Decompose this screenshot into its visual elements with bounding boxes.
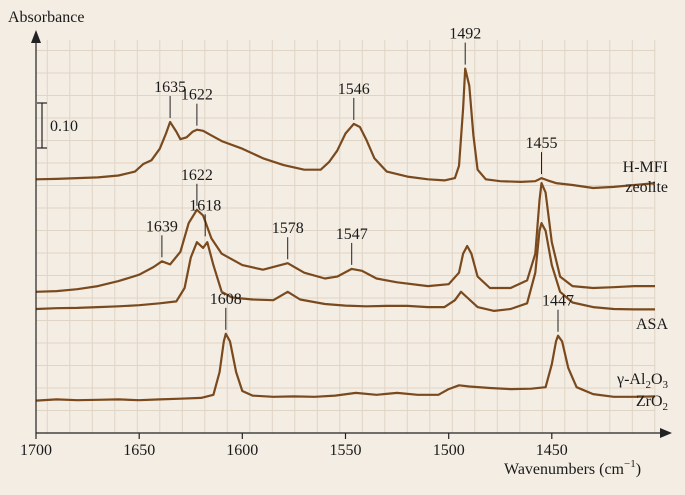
peak-label: 1635 bbox=[154, 79, 186, 96]
x-tick-label: 1550 bbox=[330, 442, 362, 459]
x-tick-label: 1500 bbox=[433, 442, 465, 459]
scale-bar: 0.10 bbox=[37, 102, 78, 149]
series-names: H-MFI zeolite ASA γ-Al2O3 ZrO2 bbox=[616, 159, 668, 413]
series-name-al2o3: γ-Al2O3 bbox=[616, 371, 668, 391]
series-line-2 bbox=[35, 222, 655, 312]
series-name-zro2: ZrO2 bbox=[636, 393, 668, 413]
series-line-3 bbox=[35, 332, 656, 402]
peak-label: 1578 bbox=[272, 220, 304, 237]
peak-label: 1492 bbox=[449, 26, 481, 43]
x-axis-label: Wavenumbers (cm−1) bbox=[504, 458, 641, 478]
series-name-hmfi-line1: H-MFI bbox=[623, 159, 668, 176]
x-axis-arrow-icon bbox=[660, 428, 672, 438]
x-tick-label: 1450 bbox=[536, 442, 568, 459]
axes: 1700 1650 1600 1550 1500 1450 Absorbance Wave… bbox=[8, 9, 672, 478]
peak-label: 1622 bbox=[181, 167, 213, 184]
y-axis-label: Absorbance bbox=[8, 9, 84, 26]
x-tick-label: 1600 bbox=[226, 442, 258, 459]
peak-label: 1622 bbox=[181, 87, 213, 104]
y-axis-arrow-icon bbox=[31, 30, 41, 43]
scale-bar-label: 0.10 bbox=[50, 118, 78, 135]
grid bbox=[36, 40, 656, 433]
series-line-0 bbox=[35, 67, 656, 190]
peak-label: 1639 bbox=[146, 218, 178, 235]
peak-label: 1455 bbox=[526, 135, 558, 152]
x-tick-label: 1700 bbox=[20, 442, 52, 459]
peak-label: 1447 bbox=[542, 293, 574, 310]
x-ticks: 1700 1650 1600 1550 1500 1450 bbox=[20, 433, 568, 459]
x-tick-label: 1650 bbox=[123, 442, 155, 459]
peak-label: 1547 bbox=[336, 226, 368, 243]
series-line-1 bbox=[35, 182, 655, 293]
peak-label: 1618 bbox=[189, 197, 221, 214]
peak-label: 1608 bbox=[210, 291, 242, 308]
series-name-asa: ASA bbox=[636, 316, 668, 333]
spectra-series bbox=[35, 67, 656, 402]
series-name-hmfi-line2: zeolite bbox=[625, 179, 668, 196]
peak-label: 1546 bbox=[338, 81, 370, 98]
